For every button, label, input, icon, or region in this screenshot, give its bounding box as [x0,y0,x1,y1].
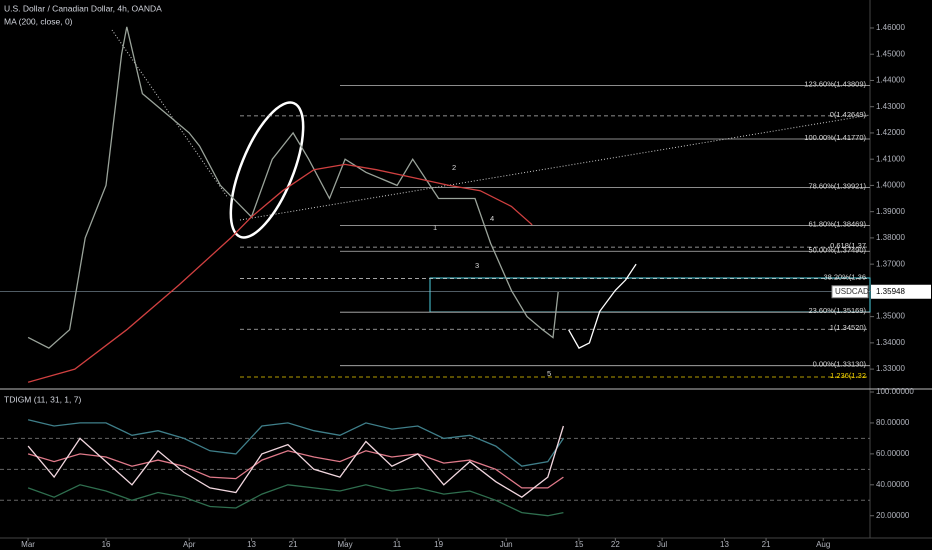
y-tick-label: 1.35000 [876,312,905,321]
y-tick-label: 20.00000 [876,511,910,520]
x-tick-label: 13 [720,540,729,549]
y-tick-label: 1.44000 [876,76,905,85]
fib-level-label: 38.20%(1.36 [823,273,866,282]
wave-label: 5 [547,369,551,378]
highlight-ellipse [229,101,305,239]
series-line [27,484,564,517]
series-line [27,26,559,349]
wave-label: 1 [433,223,437,232]
fib-level-label: 78.60%(1.39921) [808,181,866,190]
y-tick-label: 1.46000 [876,23,905,32]
fib-level-label: 1(1.34520) [830,323,867,332]
x-tick-label: 21 [762,540,771,549]
fib-level-label: 123.60%(1.43809) [804,79,866,88]
x-tick-label: Jun [500,540,513,549]
fib-level-label: 23.60%(1.35169) [808,306,866,315]
x-tick-label: Apr [183,540,196,549]
y-tick-label: 1.41000 [876,154,905,163]
series-line [27,163,533,383]
fib-level-label: 50.00%(1.37490) [808,245,866,254]
symbol-tag [831,285,869,299]
x-tick-label: 21 [289,540,298,549]
y-tick-label: 60.00000 [876,449,910,458]
fib-level-label: 0.618(1.37 [830,241,866,250]
y-tick-label: 100.00000 [876,387,914,396]
x-tick-label: Aug [816,540,830,549]
x-tick-label: 13 [247,540,256,549]
y-tick-label: 40.00000 [876,480,910,489]
y-tick-label: 80.00000 [876,418,910,427]
price-tag [871,284,931,299]
y-tick-label: 1.40000 [876,181,905,190]
x-tick-label: Jul [657,540,667,549]
y-tick-label: 1.45000 [876,49,905,58]
series-line [568,263,637,349]
chart-title: U.S. Dollar / Canadian Dollar, 4h, OANDA [4,3,162,13]
indicator-label: MA (200, close, 0) [4,16,73,26]
fib-level-label: 0(1.42649) [830,110,867,119]
y-tick-label: 1.43000 [876,102,905,111]
y-tick-label: 1.38000 [876,233,905,242]
fib-level-label: 1.236(1.32 [830,371,866,380]
price-label: 1.35948 [876,287,905,296]
x-tick-label: 15 [575,540,584,549]
y-tick-label: 1.33000 [876,364,905,373]
x-tick-label: Mar [21,540,35,549]
trend-line [111,29,229,199]
wave-label: 3 [475,261,479,270]
x-tick-label: 22 [611,540,620,549]
fib-level-label: 0.00%(1.33130) [813,360,867,369]
wave-label: 4 [490,214,494,223]
fib-level-label: 100.00%(1.41770) [804,133,866,142]
x-tick-label: 11 [393,540,402,549]
y-tick-label: 1.39000 [876,207,905,216]
x-tick-label: 16 [102,540,111,549]
series-line [27,425,565,498]
series-line [27,450,564,489]
series-line [27,419,564,467]
x-tick-label: May [338,540,353,549]
y-tick-label: 1.34000 [876,338,905,347]
indicator-title: TDIGM (11, 31, 1, 7) [4,394,81,404]
fib-level-label: 61.80%(1.38469) [808,220,866,229]
y-tick-label: 1.42000 [876,128,905,137]
y-tick-label: 1.37000 [876,259,905,268]
x-tick-label: 19 [434,540,443,549]
wave-label: 2 [452,163,456,172]
symbol-label: USDCAD [835,287,869,296]
